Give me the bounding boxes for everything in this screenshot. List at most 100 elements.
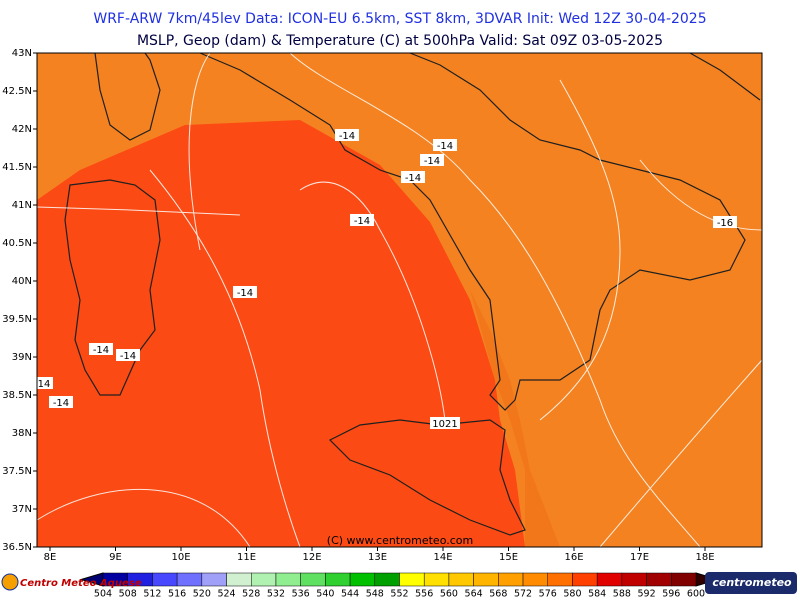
colorbar-label: 580 <box>563 589 581 600</box>
colorbar-bin <box>201 572 227 587</box>
contour-label-bg <box>713 216 737 228</box>
contour-label-bg <box>433 139 457 151</box>
logo-left: Centro Meteo Aquese <box>1 573 142 591</box>
colorbar-label: 548 <box>366 589 384 600</box>
colorbar-bin <box>374 572 400 587</box>
colorbar-label: 544 <box>341 589 359 600</box>
contour-label: -14 <box>339 131 355 142</box>
colorbar-label: 584 <box>588 589 606 600</box>
colorbar-bin <box>522 572 549 587</box>
colorbar-label: 532 <box>267 589 285 600</box>
colorbar-label: 516 <box>168 589 186 600</box>
contour-label: 14 <box>38 379 51 390</box>
lon-label: 10E <box>171 552 190 563</box>
lat-label: 39.5N <box>2 314 32 325</box>
colorbar-label: 556 <box>415 589 433 600</box>
logo-right-text: centrometeo <box>712 576 792 589</box>
colorbar-label: 508 <box>119 589 137 600</box>
map-frame <box>36 52 763 548</box>
colorbar-label: 540 <box>316 589 334 600</box>
contour-label-bg <box>233 286 257 298</box>
lat-label: 38N <box>12 428 32 439</box>
colorbar-bin <box>251 572 277 587</box>
lat-label: 40.5N <box>2 238 32 249</box>
colorbar-bin <box>646 572 672 587</box>
contour-label: -14 <box>120 351 136 362</box>
colorbar-label: 520 <box>193 589 211 600</box>
contour-label: -14 <box>424 156 440 167</box>
colorbar-bin <box>473 572 499 587</box>
colorbar-bin <box>152 572 178 587</box>
logo-right-box <box>705 572 797 594</box>
colorbar-bin <box>226 572 252 587</box>
colorbar-label: 504 <box>94 589 112 600</box>
contour-label-bg <box>49 396 73 408</box>
contour-label-bg <box>335 129 359 141</box>
lat-label: 37.5N <box>2 466 32 477</box>
lon-label: 17E <box>630 552 649 563</box>
colorbar-label: 560 <box>440 589 458 600</box>
contour-label-bg <box>401 171 425 183</box>
colorbar-bin <box>349 572 376 587</box>
cold-region <box>37 120 525 547</box>
lat-label: 42N <box>12 124 32 135</box>
colorbar-label: 512 <box>143 589 161 600</box>
colorbar-label: 568 <box>489 589 507 600</box>
lat-label: 41N <box>12 200 32 211</box>
lat-label: 39N <box>12 352 32 363</box>
lon-label: 11E <box>237 552 256 563</box>
contour-label: -14 <box>237 288 253 299</box>
logo-right: centrometeo <box>705 572 797 594</box>
colorbar-bin <box>671 572 697 587</box>
colorbar-bin <box>596 572 623 587</box>
lon-label: 18E <box>695 552 714 563</box>
lat-label: 38.5N <box>2 390 32 401</box>
colorbar-label: 528 <box>242 589 260 600</box>
transition-band <box>430 222 560 547</box>
colorbar-label: 572 <box>514 589 532 600</box>
contour-label-bg <box>116 349 140 361</box>
contour-label-bg <box>430 417 460 429</box>
colorbar-label: 588 <box>613 589 631 600</box>
logo-left-icon <box>1 573 19 591</box>
colorbar-bin <box>621 572 647 587</box>
contour-label-bg <box>35 377 53 389</box>
colorbar-bin <box>448 572 474 587</box>
contour-label: -14 <box>53 398 69 409</box>
colorbar-label: 592 <box>638 589 656 600</box>
colorbar-bin <box>275 572 301 587</box>
lat-label: 41.5N <box>2 162 32 173</box>
colorbar-label: 552 <box>390 589 408 600</box>
colorbar-bin <box>498 572 524 587</box>
colorbar-bin <box>423 572 450 587</box>
lat-label: 37N <box>12 504 32 515</box>
contour-label: -16 <box>717 218 733 229</box>
colorbar-label: 576 <box>539 589 557 600</box>
colorbar-label: 600 <box>687 589 705 600</box>
colorbar-label: 564 <box>465 589 483 600</box>
lon-label: 13E <box>368 552 387 563</box>
logo-left-text: Centro Meteo Aquese <box>20 578 142 589</box>
contour-label-bg <box>420 154 444 166</box>
contour-label: -14 <box>437 141 453 152</box>
lon-label: 12E <box>302 552 321 563</box>
colorbar-label: 596 <box>662 589 680 600</box>
lat-label: 43N <box>12 48 32 59</box>
contour-label: 1021 <box>432 419 457 430</box>
colorbar-label: 524 <box>217 589 235 600</box>
contour-lines <box>36 52 763 548</box>
contour-label-bg <box>350 214 374 226</box>
lat-label: 40N <box>12 276 32 287</box>
lon-label: 15E <box>499 552 518 563</box>
title-line1: WRF-ARW 7km/45lev Data: ICON-EU 6.5km, S… <box>93 11 706 27</box>
lon-label: 14E <box>433 552 452 563</box>
colorbar-bin <box>300 572 326 587</box>
lat-label: 42.5N <box>2 86 32 97</box>
lon-label: 8E <box>44 552 57 563</box>
contour-label: -14 <box>354 216 370 227</box>
contour-label-bg <box>89 343 113 355</box>
lon-label: 16E <box>564 552 583 563</box>
lon-label: 9E <box>109 552 122 563</box>
